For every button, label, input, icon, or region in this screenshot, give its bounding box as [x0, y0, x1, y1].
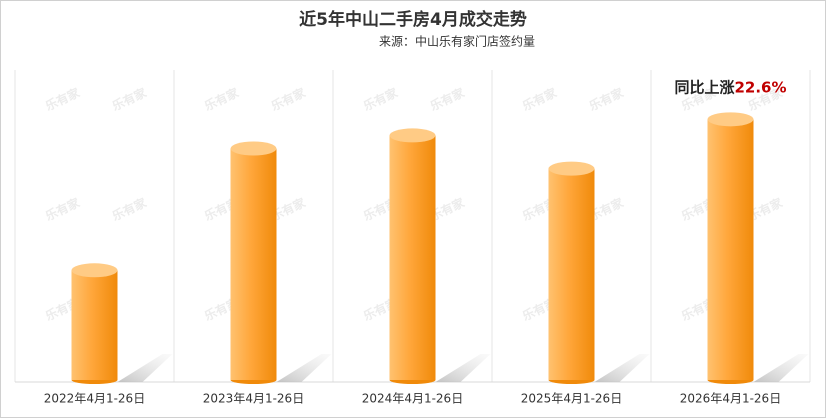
bar-shadow — [276, 354, 332, 382]
bar-top — [389, 128, 436, 143]
bar — [707, 119, 754, 380]
bar — [548, 168, 595, 380]
x-tick-label: 2023年4月1-26日 — [203, 392, 304, 406]
x-tick-label: 2022年4月1-26日 — [44, 392, 145, 406]
bar — [389, 135, 436, 380]
annotation-prefix: 同比上涨 — [674, 78, 734, 96]
annotation-highlight: 22.6% — [734, 78, 786, 96]
x-tick-label: 2024年4月1-26日 — [362, 392, 463, 406]
bar-top — [707, 112, 754, 127]
bar-top — [230, 141, 277, 156]
chart-subtitle: 来源：中山乐有家门店签约量 — [379, 34, 535, 49]
bar-shadow — [435, 354, 491, 382]
x-tick-label: 2025年4月1-26日 — [521, 392, 622, 406]
bar-shadow — [594, 354, 650, 382]
bar-shadow — [117, 354, 173, 382]
x-tick-label: 2026年4月1-26日 — [680, 392, 781, 406]
bar-top — [71, 263, 118, 278]
bar — [71, 270, 118, 380]
bar — [230, 148, 277, 380]
chart-title: 近5年中山二手房4月成交走势 — [299, 9, 527, 30]
bar-top — [548, 161, 595, 176]
bar-shadow — [753, 354, 809, 382]
annotation: 同比上涨22.6% — [674, 78, 786, 96]
